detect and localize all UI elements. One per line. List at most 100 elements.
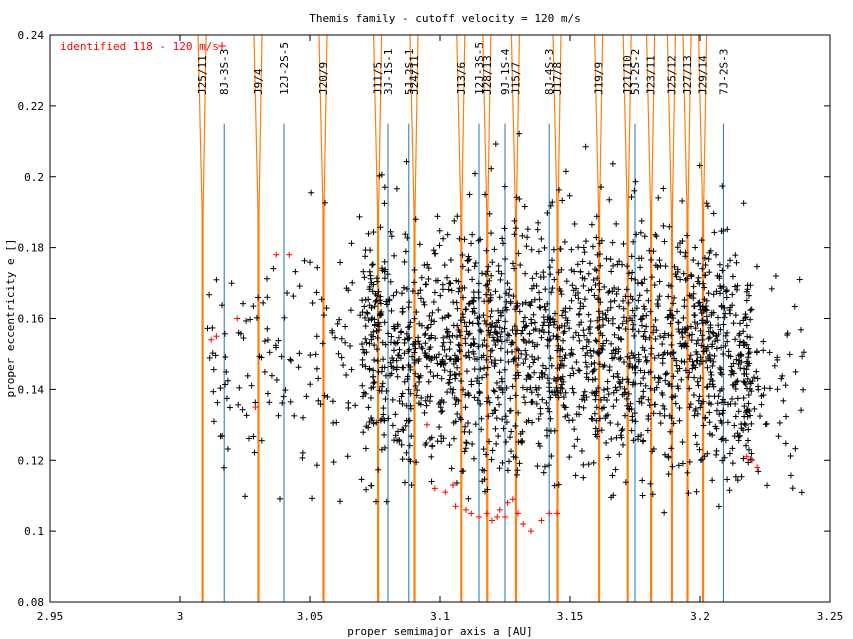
data-point: [383, 498, 390, 505]
data-point: [505, 358, 512, 365]
resonance-label: 9J-1S-4: [499, 48, 512, 95]
data-point: [481, 337, 488, 344]
data-point: [637, 367, 644, 374]
data-point: [698, 342, 705, 349]
data-point: [550, 246, 557, 253]
data-point: [396, 436, 403, 443]
data-point: [432, 335, 439, 342]
data-point: [330, 459, 337, 466]
data-point: [362, 314, 369, 321]
data-point: [399, 426, 406, 433]
data-point: [275, 337, 282, 344]
data-point: [771, 362, 778, 369]
identified-point: [743, 453, 750, 460]
data-point: [603, 255, 610, 262]
data-point: [668, 415, 675, 422]
data-point: [706, 419, 713, 426]
data-point: [686, 404, 693, 411]
data-point: [686, 369, 693, 376]
data-point: [536, 304, 543, 311]
data-point: [396, 346, 403, 353]
data-point: [553, 384, 560, 391]
data-point: [369, 315, 376, 322]
data-point: [726, 306, 733, 313]
data-point: [607, 304, 614, 311]
data-point: [660, 185, 667, 192]
data-point: [518, 330, 525, 337]
data-point: [673, 273, 680, 280]
data-point: [691, 303, 698, 310]
data-point: [595, 350, 602, 357]
data-point: [798, 326, 805, 333]
data-point: [697, 404, 704, 411]
data-point: [633, 305, 640, 312]
data-point: [734, 477, 741, 484]
data-point: [573, 411, 580, 418]
data-point: [395, 428, 402, 435]
data-point: [603, 397, 610, 404]
data-point: [660, 402, 667, 409]
data-point: [221, 330, 228, 337]
data-point: [461, 428, 468, 435]
data-point: [729, 395, 736, 402]
data-point: [335, 350, 342, 357]
data-point: [469, 298, 476, 305]
data-point: [488, 272, 495, 279]
data-point: [571, 268, 578, 275]
data-point: [385, 330, 392, 337]
data-point: [528, 399, 535, 406]
resonance-line-2: [557, 34, 562, 602]
data-point: [329, 329, 336, 336]
data-point: [387, 278, 394, 285]
identified-point: [496, 506, 503, 513]
data-point: [708, 371, 715, 378]
data-point: [322, 199, 329, 206]
data-point: [600, 404, 607, 411]
x-tick-label: 3.15: [557, 610, 584, 623]
data-point: [760, 392, 767, 399]
data-point: [524, 234, 531, 241]
data-point: [617, 335, 624, 342]
resonance-line: [594, 34, 600, 602]
data-point: [522, 356, 529, 363]
data-point: [750, 374, 757, 381]
data-point: [580, 474, 587, 481]
data-point: [546, 264, 553, 271]
data-point: [632, 276, 639, 283]
data-point: [407, 366, 414, 373]
data-point: [378, 311, 385, 318]
data-point: [656, 278, 663, 285]
data-point: [653, 233, 660, 240]
data-point: [470, 341, 477, 348]
data-point: [760, 338, 767, 345]
data-point: [693, 488, 700, 495]
data-point: [706, 381, 713, 388]
identified-point: [463, 506, 469, 513]
data-point: [671, 294, 678, 301]
data-point: [729, 445, 736, 452]
data-point: [561, 238, 568, 245]
data-point: [576, 403, 583, 410]
data-point: [475, 294, 482, 301]
data-point: [489, 347, 496, 354]
data-point: [366, 366, 373, 373]
data-point: [379, 364, 386, 371]
data-point: [605, 454, 612, 461]
data-point: [571, 426, 578, 433]
data-point: [324, 393, 331, 400]
data-point: [460, 386, 467, 393]
data-point: [527, 302, 534, 309]
data-point: [612, 384, 619, 391]
data-point: [594, 275, 601, 282]
data-point: [499, 386, 506, 393]
data-point: [588, 221, 595, 228]
data-point: [447, 355, 454, 362]
data-point: [411, 279, 418, 286]
data-point: [655, 352, 662, 359]
data-point: [670, 420, 677, 427]
data-point: [209, 324, 216, 331]
data-point: [628, 350, 635, 357]
data-point: [470, 305, 477, 312]
data-point: [345, 399, 352, 406]
data-point: [426, 346, 433, 353]
